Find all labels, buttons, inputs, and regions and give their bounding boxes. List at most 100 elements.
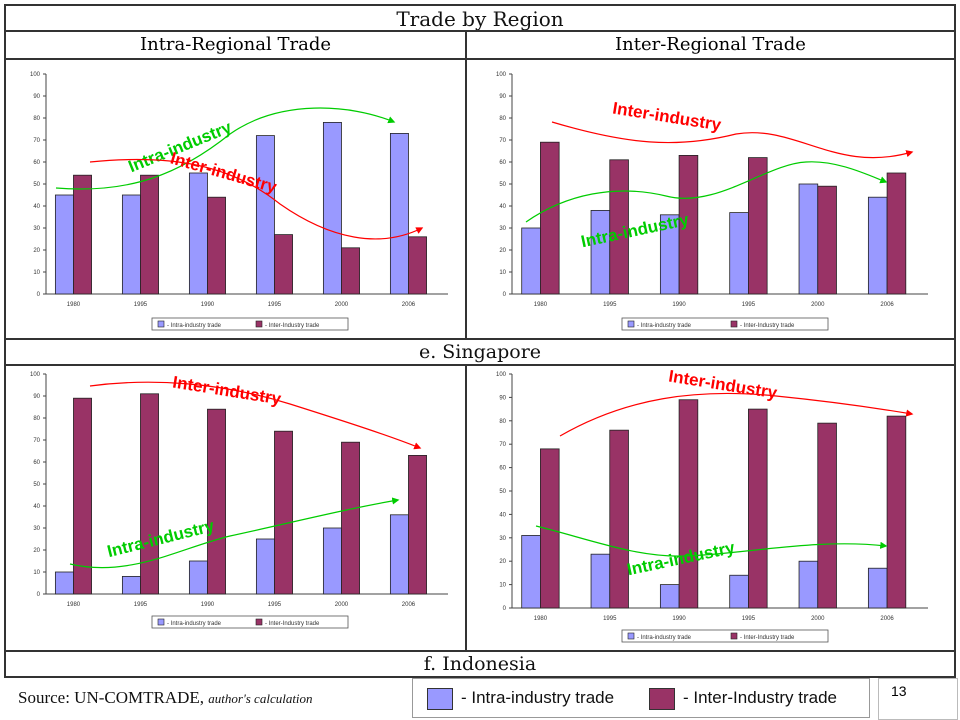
y-tick-label: 80 (33, 416, 40, 422)
chart-legend-box (151, 615, 349, 629)
bar-inter-industry (817, 185, 837, 295)
y-tick-label: 80 (33, 116, 40, 122)
y-tick-label: 90 (33, 94, 40, 100)
chart-indonesia-inter-regional: 0 10 20 30 40 50 60 70 80 90 100 1980 1995 1990 1995 20… (496, 368, 928, 643)
x-tick-label: 1980 (534, 302, 548, 308)
y-tick-label: 0 (503, 606, 507, 612)
y-tick-label: 50 (33, 482, 40, 488)
x-tick-label: 2000 (811, 302, 825, 308)
y-tick-label: 0 (37, 592, 41, 598)
bar-intra-industry (389, 133, 409, 295)
chart-legend-swatch-inter (255, 320, 263, 328)
y-tick-label: 20 (499, 248, 506, 254)
y-tick-label: 10 (33, 270, 40, 276)
x-tick-label: 1990 (201, 602, 215, 608)
y-tick-label: 20 (499, 559, 506, 565)
source-italic: author's calculation (208, 691, 313, 706)
inter-industry-annotation: Inter-industry (667, 368, 779, 403)
x-tick-label: 1995 (603, 616, 617, 622)
bar-intra-industry (867, 567, 888, 609)
chart-legend-label-intra: - Intra-industry trade (167, 323, 222, 329)
bar-inter-industry (748, 408, 768, 609)
bar-intra-industry (188, 172, 208, 295)
x-tick-label: 1995 (134, 302, 148, 308)
x-tick-label: 1995 (742, 616, 756, 622)
page-number-box: 13 (878, 678, 958, 720)
legend-swatch-inter (649, 688, 675, 710)
y-tick-label: 90 (499, 395, 506, 401)
x-tick-label: 1995 (603, 302, 617, 308)
y-tick-label: 40 (499, 512, 506, 518)
intra-industry-annotation: Intra-industry (105, 516, 216, 561)
y-tick-label: 10 (499, 583, 506, 589)
bar-inter-industry (609, 159, 629, 295)
section-e-title: e. Singapore (418, 341, 542, 363)
x-tick-label: 1995 (268, 602, 282, 608)
source-note: Source: UN-COMTRADE, author's calculatio… (18, 688, 313, 708)
y-tick-label: 0 (37, 292, 41, 298)
y-tick-label: 40 (33, 204, 40, 210)
y-tick-label: 30 (499, 536, 506, 542)
y-tick-label: 50 (499, 182, 506, 188)
chart-legend-swatch-inter (730, 320, 738, 328)
y-tick-label: 30 (33, 226, 40, 232)
x-tick-label: 1980 (534, 616, 548, 622)
right-header-cell: Inter-Regional Trade (465, 30, 956, 60)
y-tick-label: 20 (33, 248, 40, 254)
bar-inter-industry (341, 247, 360, 295)
y-tick-label: 30 (499, 226, 506, 232)
bar-intra-industry (322, 122, 342, 295)
y-tick-label: 50 (499, 489, 506, 495)
y-tick-label: 90 (33, 394, 40, 400)
footer-legend: - Intra-industry trade - Inter-Industry … (412, 678, 870, 718)
legend-swatch-intra (427, 688, 453, 710)
intra-industry-trend-arrow (69, 497, 400, 569)
section-e-band: e. Singapore (4, 338, 956, 366)
intra-industry-trend-arrow (55, 107, 396, 190)
slide-title: Trade by Region (396, 7, 564, 31)
bar-inter-industry (678, 155, 699, 295)
slide-title-band: Trade by Region (4, 4, 956, 32)
bar-intra-industry (729, 574, 749, 609)
bar-intra-industry (54, 571, 74, 595)
chart-legend-swatch-intra (157, 320, 165, 328)
legend-label-inter: - Inter-Industry trade (683, 688, 838, 707)
chart-legend-box (621, 317, 829, 331)
y-tick-label: 20 (33, 548, 40, 554)
x-tick-label: 2000 (335, 302, 349, 308)
bar-inter-industry (886, 415, 907, 609)
x-tick-label: 1995 (134, 602, 148, 608)
y-tick-label: 90 (499, 94, 506, 100)
bar-intra-industry (729, 212, 749, 295)
y-tick-label: 70 (33, 138, 40, 144)
bar-inter-industry (817, 422, 837, 609)
left-header-cell: Intra-Regional Trade (4, 30, 467, 60)
intra-regional-header: Intra-Regional Trade (140, 34, 331, 55)
bar-intra-industry (121, 575, 141, 595)
section-f-band: f. Indonesia (4, 650, 956, 678)
inter-industry-annotation: Inter-industry (171, 373, 283, 409)
y-tick-label: 40 (499, 204, 506, 210)
bar-intra-industry (798, 183, 819, 295)
y-tick-label: 80 (499, 116, 506, 122)
y-tick-label: 60 (499, 160, 506, 166)
y-tick-label: 0 (503, 292, 507, 298)
y-tick-label: 60 (33, 460, 40, 466)
x-tick-label: 2006 (402, 302, 416, 308)
bar-inter-industry (207, 408, 226, 595)
inter-regional-header: Inter-Regional Trade (615, 34, 806, 55)
source-prefix: Source: UN-COMTRADE, (18, 688, 205, 707)
chart-legend-swatch-intra (157, 618, 165, 626)
inter-industry-trend-arrow (551, 121, 914, 159)
x-tick-label: 1990 (672, 302, 686, 308)
y-tick-label: 60 (33, 160, 40, 166)
bar-inter-industry (540, 448, 560, 609)
chart-legend-label-inter: - Inter-Industry trade (740, 323, 795, 329)
chart-singapore-inter-regional: 0 10 20 30 40 50 60 70 80 90 100 1980 1995 1990 1995 20… (496, 72, 928, 331)
bar-inter-industry (140, 393, 159, 595)
y-tick-label: 70 (499, 442, 506, 448)
bar-inter-industry (207, 196, 226, 295)
bar-inter-industry (73, 397, 92, 595)
y-tick-label: 100 (30, 372, 41, 378)
